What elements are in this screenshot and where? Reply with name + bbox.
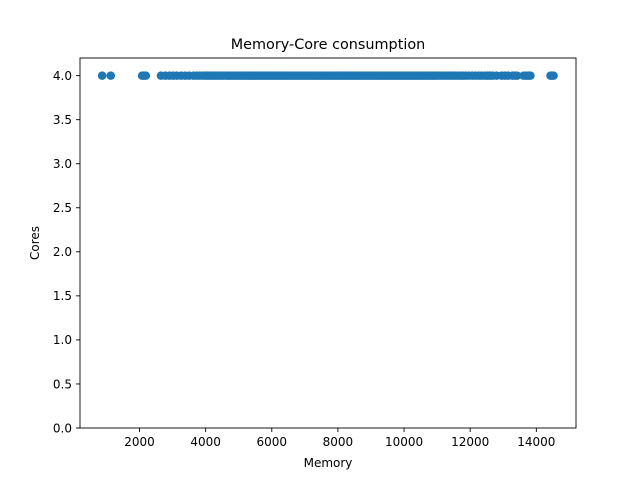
plot-frame xyxy=(79,57,577,429)
x-tick-label: 6000 xyxy=(257,435,288,449)
y-tick-label: 3.5 xyxy=(53,113,72,127)
y-tick-label: 1.5 xyxy=(53,289,72,303)
scatter-point xyxy=(549,71,558,80)
x-tick-label: 4000 xyxy=(190,435,221,449)
scatter-points xyxy=(97,71,558,80)
y-tick-label: 0.5 xyxy=(53,377,72,391)
x-axis-ticks: 2000 4000 6000 8000 10000 12000 14000 xyxy=(124,428,555,449)
y-tick-label: 3.0 xyxy=(53,157,72,171)
x-axis-label: Memory xyxy=(304,456,353,470)
x-tick-label: 12000 xyxy=(451,435,489,449)
scatter-point xyxy=(141,71,151,80)
scatter-point xyxy=(106,71,116,80)
scatter-point xyxy=(97,71,107,80)
y-tick-label: 2.5 xyxy=(53,201,72,215)
y-axis-ticks: 0.0 0.5 1.0 1.5 2.0 2.5 3.0 3.5 4.0 xyxy=(53,69,80,435)
scatter-point xyxy=(512,71,522,80)
x-tick-label: 14000 xyxy=(517,435,555,449)
y-tick-label: 4.0 xyxy=(53,69,72,83)
x-tick-label: 10000 xyxy=(385,435,423,449)
x-tick-label: 2000 xyxy=(124,435,155,449)
y-tick-label: 1.0 xyxy=(53,333,72,347)
chart-title: Memory-Core consumption xyxy=(231,37,426,53)
y-tick-label: 2.0 xyxy=(53,245,72,259)
scatter-point xyxy=(526,71,535,80)
x-tick-label: 8000 xyxy=(323,435,354,449)
y-axis-label: Cores xyxy=(28,226,42,260)
y-tick-label: 0.0 xyxy=(53,421,72,435)
